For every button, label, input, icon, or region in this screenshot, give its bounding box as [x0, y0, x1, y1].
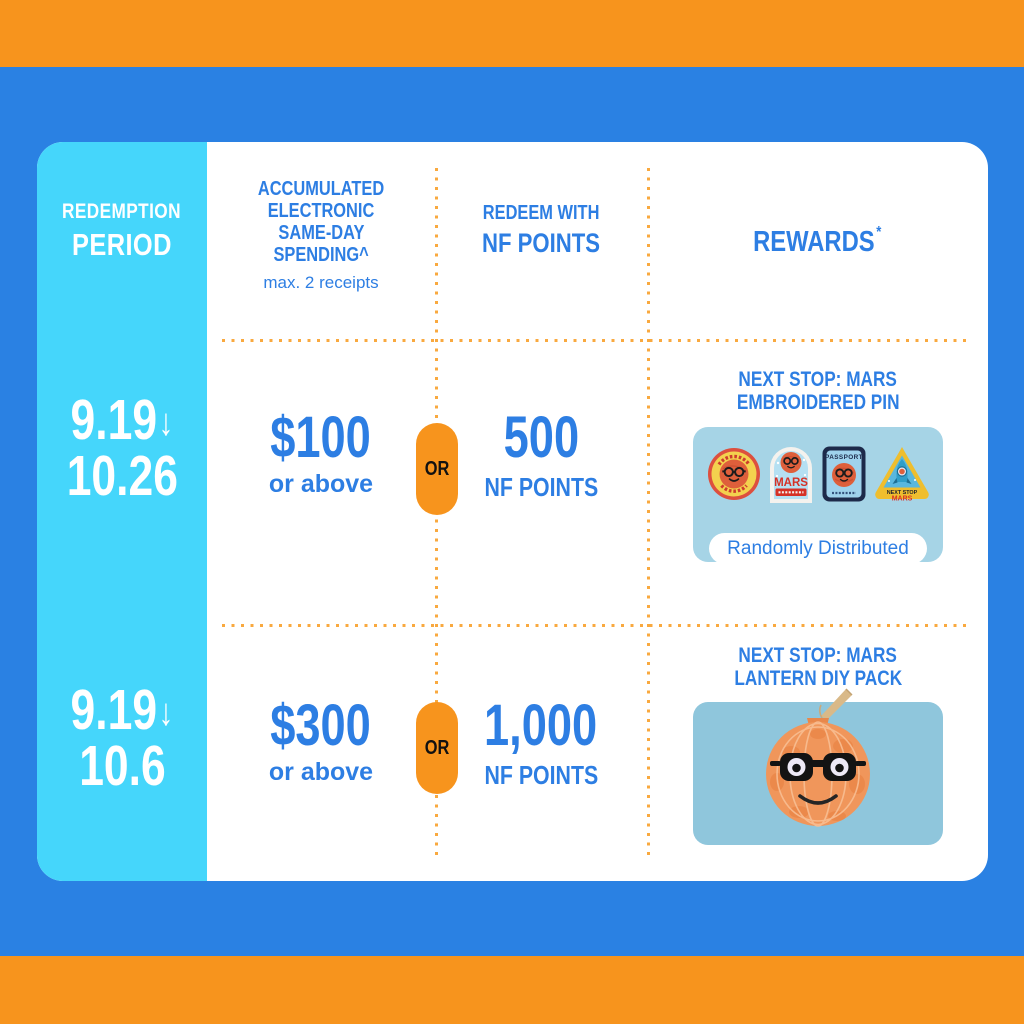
rewards-asterisk: *: [876, 224, 882, 241]
row1-period: 9.19↓ 10.26: [37, 392, 207, 508]
header-rewards: REWARDS *: [647, 224, 988, 259]
row1-or-badge: OR: [416, 423, 458, 515]
header-nf-points: REDEEM WITH NF POINTS: [435, 202, 647, 259]
down-arrow-icon: ↓: [158, 692, 174, 734]
row1-reward-title-line1: NEXT STOP: MARS: [738, 368, 898, 391]
row-divider-dotted-1: [222, 339, 970, 342]
triangle-pin-label-line1: NEXT STOP: [886, 490, 917, 496]
header-spending-line3: SAME-DAY: [278, 222, 364, 244]
row1-spending: $100 or above: [207, 405, 435, 499]
header-period-line2: PERIOD: [72, 227, 172, 262]
row2-period: 9.19↓ 10.6: [37, 682, 207, 798]
down-arrow-icon: ↓: [158, 402, 174, 444]
mars-lantern-graphic: [733, 682, 903, 857]
header-points-line2: NF POINTS: [481, 228, 601, 258]
row2-period-start: 9.19: [70, 678, 158, 742]
row2-spending: $300 or above: [207, 693, 435, 787]
redemption-table-card: REDEMPTION PERIOD ACCUMULATED ELECTRONIC…: [37, 142, 988, 881]
row2-points-value: 1,000: [484, 693, 598, 758]
row2-reward-title-line1: NEXT STOP: MARS: [738, 644, 898, 667]
header-rewards-label: REWARDS: [753, 226, 875, 258]
passport-pin-label: PASSPORT: [825, 454, 863, 461]
embroidered-pins-row: MARS PASSPORT: [693, 443, 943, 505]
row2-reward-title-line2: LANTERN DIY PACK: [734, 667, 902, 690]
redemption-period-column: [37, 142, 207, 881]
row2-reward-image: [693, 688, 943, 845]
mars-arch-pin-graphic: MARS: [769, 447, 812, 503]
row1-reward-image: MARS PASSPORT: [693, 427, 943, 564]
row2-or-badge: OR: [416, 702, 458, 794]
row1-spending-amount: $100: [270, 405, 372, 470]
header-redemption-period: REDEMPTION PERIOD: [37, 200, 207, 263]
row-divider-dotted-2: [222, 624, 970, 627]
row2-reward-title: NEXT STOP: MARS LANTERN DIY PACK: [648, 644, 988, 690]
header-spending-line1: ACCUMULATED: [257, 178, 385, 200]
column-divider-dotted-2: [647, 168, 650, 855]
row1-points: 500 NF POINTS: [435, 405, 647, 503]
row2-spending-qualifier: or above: [268, 758, 374, 786]
row1-period-end: 10.26: [66, 444, 178, 508]
mars-pin-label: MARS: [774, 477, 808, 489]
row1-period-start: 9.19: [70, 388, 158, 452]
row2-points-unit: NF POINTS: [484, 760, 598, 790]
randomly-distributed-pill: Randomly Distributed: [709, 533, 927, 564]
header-spending-line4: SPENDING^: [273, 244, 369, 266]
row1-points-unit: NF POINTS: [484, 472, 598, 502]
row1-points-value: 500: [503, 405, 579, 470]
row2-spending-amount: $300: [270, 693, 372, 758]
row2-points: 1,000 NF POINTS: [435, 693, 647, 791]
header-points-line1: REDEEM WITH: [482, 202, 600, 224]
row1-reward-title: NEXT STOP: MARS EMBROIDERED PIN: [648, 368, 988, 414]
row2-period-end: 10.6: [78, 734, 166, 798]
next-stop-mars-pin-graphic: NEXT STOP MARS: [874, 447, 929, 503]
row1-or-label: OR: [424, 457, 450, 480]
triangle-pin-label-line2: MARS: [891, 496, 912, 503]
row1-reward-title-line2: EMBROIDERED PIN: [736, 391, 900, 414]
distribution-note: Randomly Distributed: [727, 537, 909, 559]
header-spending-note: max. 2 receipts: [263, 273, 379, 292]
passport-pin-graphic: PASSPORT: [822, 446, 865, 502]
row1-spending-qualifier: or above: [268, 470, 374, 498]
round-vacation-pin-graphic: [707, 448, 760, 500]
header-spending: ACCUMULATED ELECTRONIC SAME-DAY SPENDING…: [207, 178, 435, 293]
row2-or-label: OR: [424, 736, 450, 759]
header-period-line1: REDEMPTION: [62, 200, 182, 223]
card-background: [37, 142, 988, 881]
header-spending-line2: ELECTRONIC: [267, 200, 375, 222]
